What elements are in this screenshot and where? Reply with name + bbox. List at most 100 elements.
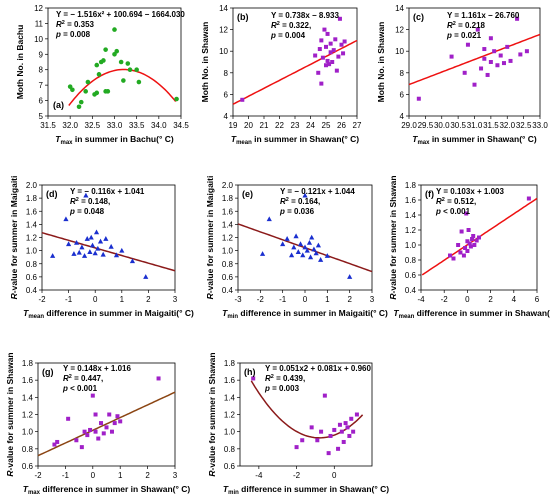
data-point: [96, 72, 102, 77]
r-squared-line: R2 = 0.439,: [265, 374, 305, 383]
x-tick-label: -4: [255, 471, 263, 480]
y-tick-label: 10: [219, 47, 228, 56]
y-tick-label: 6: [400, 90, 405, 99]
data-point: [336, 54, 341, 59]
panel-tag: (g): [42, 367, 54, 377]
panel-tag: (d): [46, 189, 58, 199]
data-point: [306, 239, 313, 245]
x-tick-label: -3: [234, 295, 242, 304]
data-point: [300, 252, 306, 258]
y-tick-label: 8: [39, 66, 44, 75]
data-point: [302, 244, 308, 250]
y-tick-label: 1.4: [26, 220, 38, 229]
data-point: [100, 251, 106, 257]
data-point: [93, 229, 100, 235]
data-point: [495, 63, 500, 68]
data-point: [293, 233, 299, 239]
x-tick-label: 26: [337, 121, 346, 130]
data-point: [318, 257, 324, 262]
x-tick-label: 2: [146, 295, 151, 304]
data-point: [488, 60, 493, 64]
data-point: [324, 253, 330, 258]
x-tick-label: -1: [62, 471, 70, 480]
data-point: [93, 429, 98, 434]
data-point: [337, 422, 342, 427]
data-point: [332, 427, 337, 432]
panel-tag: (c): [413, 12, 424, 22]
data-point: [505, 44, 510, 49]
y-tick-label: 11: [35, 19, 44, 28]
y-tick-label: 5: [39, 112, 44, 121]
data-point: [76, 104, 82, 110]
plot-frame: [239, 362, 373, 467]
y-tick-label: 1.8: [26, 194, 38, 203]
equation-line: Y = − 0.121x + 1.044: [280, 187, 355, 196]
y-tick-label: 0.8: [405, 256, 417, 265]
data-point: [125, 61, 131, 66]
data-point: [345, 425, 350, 430]
x-axis-title: Tmax difference in summer in Shawan(° C): [23, 484, 191, 494]
data-point: [342, 39, 347, 44]
y-tick-label: 1.6: [22, 376, 34, 385]
y-tick-label: 1.2: [224, 411, 236, 420]
data-point: [307, 254, 314, 260]
data-point: [449, 54, 454, 59]
data-point: [485, 72, 490, 77]
x-tick-label: 25: [322, 121, 331, 130]
data-point: [461, 253, 466, 258]
y-axis-title: R-value for summer in Maigaiti: [9, 176, 19, 300]
data-point: [112, 421, 117, 426]
equation-line: Y = 0.738x − 8.933: [271, 11, 339, 20]
data-point: [501, 61, 506, 66]
data-point: [81, 253, 88, 258]
x-tick-label: 29.5: [418, 121, 434, 130]
data-point: [114, 48, 120, 54]
x-tick-label: 2: [347, 295, 352, 304]
data-point: [347, 433, 352, 438]
data-point: [73, 239, 80, 245]
x-tick-label: 3: [173, 295, 178, 304]
x-tick-label: 0: [465, 295, 470, 304]
y-tick-label: 0.4: [222, 286, 234, 295]
data-point: [349, 416, 354, 421]
data-point: [251, 376, 256, 381]
data-point: [115, 414, 120, 419]
data-point: [89, 242, 96, 248]
x-tick-label: 30.5: [450, 121, 466, 130]
data-point: [322, 27, 327, 32]
plot-frame: [37, 362, 176, 467]
data-point: [315, 242, 321, 248]
y-tick-label: 14: [395, 4, 404, 13]
y-tick-label: 1.2: [26, 234, 38, 243]
data-point: [324, 44, 328, 49]
x-tick-label: 33.0: [107, 121, 123, 130]
y-tick-label: 2.0: [222, 181, 234, 190]
x-tick-label: 0: [91, 471, 96, 480]
x-tick-label: 31.5: [483, 121, 499, 130]
data-point: [240, 97, 245, 102]
fit-curve: [408, 33, 541, 86]
y-tick-label: 0.6: [405, 271, 417, 280]
data-point: [313, 53, 318, 58]
x-tick-label: 1: [118, 471, 123, 480]
data-point: [99, 421, 104, 426]
data-point: [482, 47, 487, 52]
data-point: [470, 237, 475, 241]
data-point: [471, 234, 476, 238]
data-point: [339, 42, 344, 47]
y-tick-label: 1.4: [222, 220, 234, 229]
data-point: [464, 211, 469, 216]
r-squared-line: R2 = 0.164,: [280, 197, 320, 206]
data-point: [477, 235, 481, 240]
y-tick-label: 1.8: [224, 359, 236, 368]
x-axis-title: Tmean difference in summer in Shawan(° C…: [393, 308, 550, 320]
y-tick-label: 0.6: [222, 273, 234, 282]
r-squared-line: R2 = 0.322,: [271, 21, 311, 30]
data-point: [118, 419, 123, 424]
y-axis-title: R-value for summer in Shawan: [5, 352, 15, 476]
plot-frame: [41, 184, 176, 291]
data-point: [280, 241, 286, 247]
data-point: [339, 429, 344, 434]
data-point: [96, 436, 101, 441]
data-point: [416, 96, 421, 101]
